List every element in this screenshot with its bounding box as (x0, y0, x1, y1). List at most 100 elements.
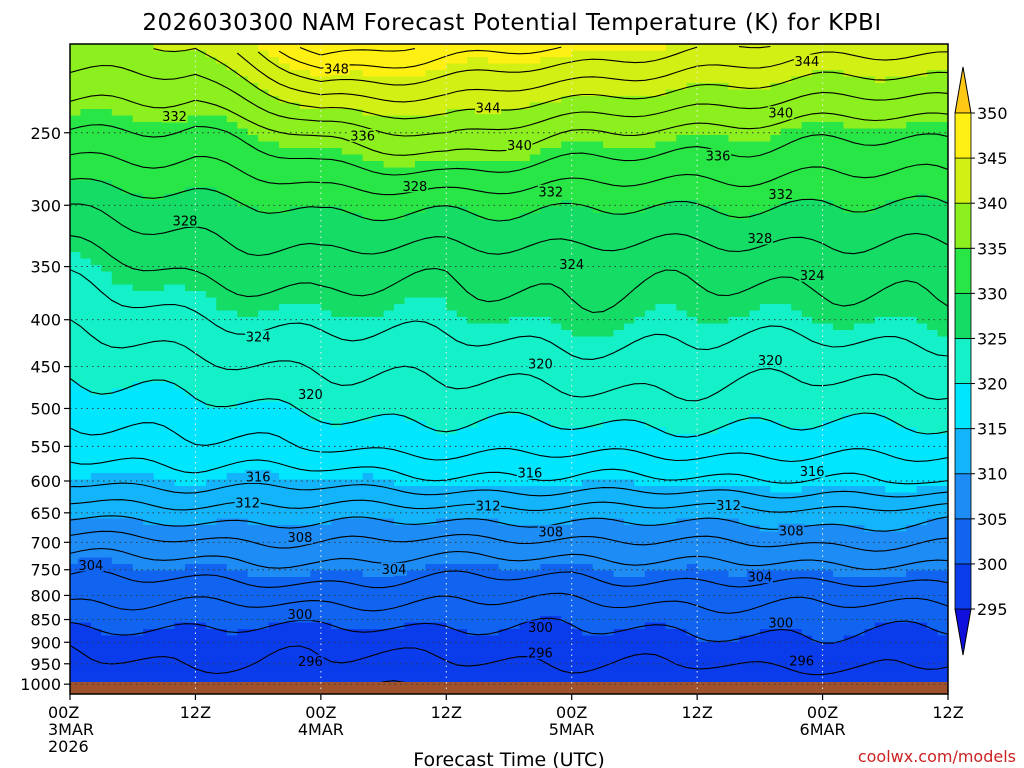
theta-cell (916, 167, 928, 175)
theta-cell (874, 252, 886, 260)
theta-cell (644, 401, 656, 409)
theta-cell (927, 76, 939, 84)
theta-cell (414, 57, 426, 65)
theta-cell (634, 408, 646, 416)
theta-cell (122, 161, 134, 169)
theta-cell (561, 128, 573, 136)
theta-cell (195, 382, 207, 390)
theta-cell (592, 291, 604, 299)
theta-cell (341, 213, 353, 221)
theta-cell (467, 154, 479, 162)
theta-cell (686, 141, 698, 149)
theta-cell (895, 206, 907, 214)
theta-cell (749, 213, 761, 221)
theta-cell (90, 187, 102, 195)
theta-cell (906, 284, 918, 292)
theta-cell (477, 330, 489, 338)
theta-cell (519, 128, 531, 136)
theta-cell (226, 102, 238, 110)
theta-cell (477, 89, 489, 97)
theta-cell (540, 122, 552, 130)
theta-cell (822, 284, 834, 292)
theta-cell (529, 297, 541, 305)
theta-cell (749, 219, 761, 227)
theta-cell (937, 193, 948, 201)
theta-cell (770, 57, 782, 65)
theta-cell (812, 187, 824, 195)
theta-cell (791, 193, 803, 201)
theta-cell (937, 44, 948, 52)
theta-cell (843, 44, 855, 52)
theta-cell (90, 161, 102, 169)
theta-cell (80, 70, 92, 78)
theta-cell (299, 50, 311, 58)
theta-cell (320, 239, 332, 247)
theta-cell (101, 89, 113, 97)
theta-cell (676, 369, 688, 377)
theta-cell (299, 161, 311, 169)
theta-cell (770, 141, 782, 149)
theta-cell (467, 102, 479, 110)
theta-cell (895, 408, 907, 416)
theta-cell (237, 219, 249, 227)
theta-cell (697, 148, 709, 156)
theta-cell (299, 323, 311, 331)
theta-cell (759, 187, 771, 195)
theta-cell (613, 356, 625, 364)
theta-cell (582, 343, 594, 351)
theta-cell (519, 102, 531, 110)
theta-cell (634, 167, 646, 175)
theta-cell (216, 278, 228, 286)
theta-cell (916, 401, 928, 409)
theta-cell (529, 128, 541, 136)
theta-cell (373, 291, 385, 299)
theta-cell (310, 349, 322, 357)
theta-cell (216, 408, 228, 416)
theta-cell (320, 76, 332, 84)
theta-cell (843, 362, 855, 370)
theta-cell (937, 187, 948, 195)
theta-cell (780, 239, 792, 247)
theta-cell (634, 122, 646, 130)
theta-cell (80, 206, 92, 214)
theta-cell (916, 44, 928, 52)
theta-cell (299, 239, 311, 247)
theta-cell (247, 382, 259, 390)
theta-cell (101, 252, 113, 260)
theta-cell (592, 239, 604, 247)
theta-cell (833, 232, 845, 240)
theta-cell (874, 115, 886, 123)
theta-cell (843, 245, 855, 253)
theta-cell (488, 336, 500, 344)
theta-cell (885, 375, 897, 383)
theta-cell (352, 310, 364, 318)
theta-cell (237, 83, 249, 91)
theta-cell (143, 50, 155, 58)
theta-cell (362, 362, 374, 370)
theta-cell (320, 421, 332, 429)
theta-cell (446, 128, 458, 136)
theta-cell (153, 356, 165, 364)
theta-cell (885, 252, 897, 260)
theta-cell (853, 349, 865, 357)
theta-cell (289, 395, 301, 403)
theta-cell (446, 362, 458, 370)
theta-cell (833, 395, 845, 403)
theta-cell (812, 128, 824, 136)
theta-cell (373, 167, 385, 175)
theta-cell (519, 271, 531, 279)
theta-cell (299, 63, 311, 71)
theta-cell (937, 109, 948, 117)
theta-cell (394, 297, 406, 305)
theta-cell (895, 297, 907, 305)
theta-cell (822, 135, 834, 143)
theta-cell (634, 258, 646, 266)
theta-cell (833, 135, 845, 143)
theta-cell (822, 258, 834, 266)
theta-cell (613, 57, 625, 65)
theta-cell (299, 421, 311, 429)
theta-cell (111, 226, 123, 234)
theta-cell (833, 96, 845, 104)
theta-cell (164, 388, 176, 396)
theta-cell (623, 356, 636, 364)
